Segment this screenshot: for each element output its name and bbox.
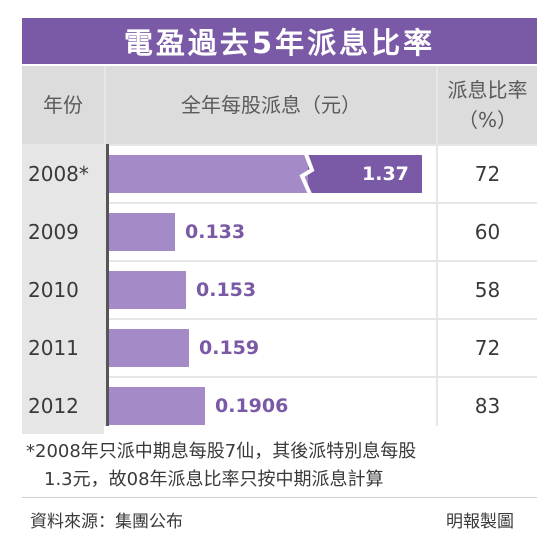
dividend-table: 年份 全年每股派息（元） 派息比率 （%） 2008* 1.37 72 2009 0.1… [22,66,537,434]
year-cell: 2008* [22,146,104,202]
bar-cell: 0.1906 [106,378,436,434]
axis-break-icon [299,154,315,194]
bar-2008 [106,155,422,193]
ratio-cell: 60 [438,204,537,260]
bar-2009 [106,213,175,251]
footer-divider [22,497,537,498]
bar-2010 [106,271,186,309]
footnote-line1: *2008年只派中期息每股7仙，其後派特別息每股 [26,441,417,462]
ratio-cell: 83 [438,378,537,434]
table-row: 2008* 1.37 72 [22,146,537,202]
header-year: 年份 [22,66,104,144]
title-bar: 電盈過去5年派息比率 [22,18,537,64]
header-ratio-line1: 派息比率 [447,78,528,102]
bar-value-label: 0.153 [196,279,257,301]
ratio-cell: 72 [438,146,537,202]
bar-value-label: 1.37 [362,163,409,185]
header-ratio: 派息比率 （%） [438,66,537,144]
bar-2011 [106,329,189,367]
year-cell: 2011 [22,320,104,376]
chart-title: 電盈過去5年派息比率 [123,26,436,60]
year-cell: 2010 [22,262,104,318]
year-cell: 2012 [22,378,104,434]
bar-value-label: 0.159 [199,337,260,359]
footnote-line2: 1.3元，故08年派息比率只按中期派息計算 [44,469,384,490]
year-cell: 2009 [22,204,104,260]
bar-value-label: 0.133 [185,221,246,243]
bar-axis-line [106,144,109,426]
source-note: 資料來源：集團公布 [30,512,183,532]
ratio-cell: 58 [438,262,537,318]
table-row: 2010 0.153 58 [22,262,537,318]
table-row: 2011 0.159 72 [22,320,537,376]
bar-cell: 0.153 [106,262,436,318]
bar-cell: 0.133 [106,204,436,260]
header-dividend: 全年每股派息（元） [106,66,436,144]
credit-note: 明報製圖 [446,512,514,532]
table-row: 2012 0.1906 83 [22,378,537,434]
bar-cell: 0.159 [106,320,436,376]
header-ratio-line2: （%） [457,108,517,132]
bar-2012 [106,387,205,425]
bar-value-label: 0.1906 [215,395,289,417]
table-row: 2009 0.133 60 [22,204,537,260]
ratio-cell: 72 [438,320,537,376]
bar-cell: 1.37 [106,146,436,202]
